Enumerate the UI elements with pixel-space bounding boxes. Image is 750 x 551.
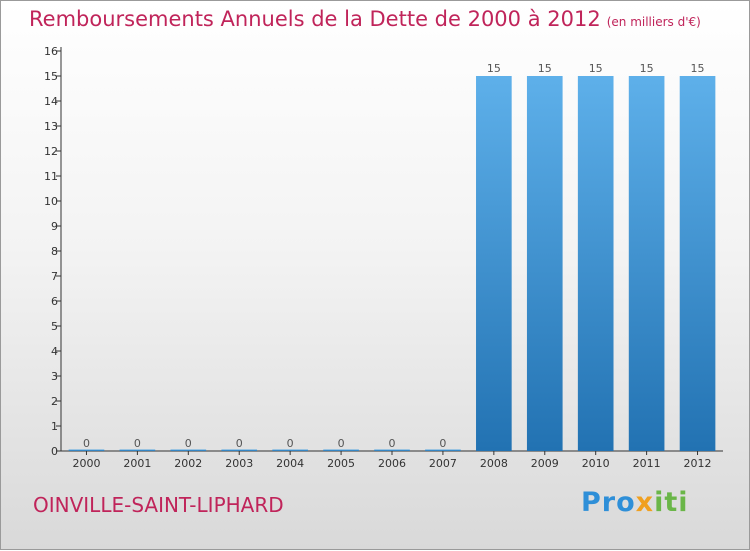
y-tick-label: 4 xyxy=(51,345,58,358)
bar xyxy=(577,76,614,451)
bar xyxy=(323,449,359,451)
logo-part-2: x xyxy=(635,487,655,518)
x-tick-label: 2000 xyxy=(72,457,100,470)
chart-title-text: Remboursements Annuels de la Dette de 20… xyxy=(29,7,601,31)
data-label: 15 xyxy=(538,62,552,75)
data-label: 0 xyxy=(439,437,446,450)
x-tick-label: 2010 xyxy=(582,457,610,470)
x-tick-label: 2001 xyxy=(123,457,151,470)
y-tick-label: 1 xyxy=(51,420,58,433)
data-label: 15 xyxy=(589,62,603,75)
data-label: 0 xyxy=(83,437,90,450)
x-tick-label: 2004 xyxy=(276,457,304,470)
data-label: 0 xyxy=(389,437,396,450)
x-tick-label: 2003 xyxy=(225,457,253,470)
bar xyxy=(119,449,156,451)
y-tick-label: 5 xyxy=(51,320,58,333)
y-tick-label: 13 xyxy=(44,120,58,133)
y-tick-label: 12 xyxy=(44,145,58,158)
logo-part-3: iti xyxy=(654,487,689,518)
bar xyxy=(68,449,105,451)
bar xyxy=(476,76,512,451)
city-name: OINVILLE-SAINT-LIPHARD xyxy=(33,493,284,517)
data-label: 0 xyxy=(134,437,141,450)
x-tick-label: 2011 xyxy=(633,457,661,470)
x-tick-label: 2005 xyxy=(327,457,355,470)
y-tick-label: 8 xyxy=(51,245,58,258)
x-tick-label: 2012 xyxy=(684,457,712,470)
bar xyxy=(221,449,258,451)
x-tick-label: 2008 xyxy=(480,457,508,470)
chart-unit: (en milliers d'€) xyxy=(606,15,701,29)
logo-part-1: Pro xyxy=(581,487,636,518)
data-label: 0 xyxy=(185,437,192,450)
bar xyxy=(374,449,410,451)
y-tick-label: 9 xyxy=(51,220,58,233)
data-label: 15 xyxy=(691,62,705,75)
y-tick-label: 3 xyxy=(51,370,58,383)
x-tick-label: 2002 xyxy=(174,457,202,470)
x-tick-label: 2007 xyxy=(429,457,457,470)
data-label: 0 xyxy=(236,437,243,450)
bar xyxy=(272,449,308,451)
y-tick-label: 6 xyxy=(51,295,58,308)
y-tick-label: 0 xyxy=(51,445,58,458)
y-tick-label: 2 xyxy=(51,395,58,408)
y-tick-label: 7 xyxy=(51,270,58,283)
data-label: 0 xyxy=(338,437,345,450)
y-tick-label: 15 xyxy=(44,70,58,83)
y-tick-label: 14 xyxy=(44,95,58,108)
bar xyxy=(628,76,665,451)
x-tick-label: 2006 xyxy=(378,457,406,470)
bar xyxy=(425,449,461,451)
proxiti-logo: Proxiti xyxy=(581,487,689,518)
data-label: 15 xyxy=(640,62,654,75)
chart-title: Remboursements Annuels de la Dette de 20… xyxy=(29,7,701,31)
y-tick-label: 16 xyxy=(44,45,58,58)
data-label: 0 xyxy=(287,437,294,450)
data-label: 15 xyxy=(487,62,501,75)
x-tick-label: 2009 xyxy=(531,457,559,470)
bar xyxy=(170,449,207,451)
bar xyxy=(679,76,716,451)
y-tick-label: 11 xyxy=(44,170,58,183)
bar xyxy=(526,76,563,451)
y-tick-label: 10 xyxy=(44,195,58,208)
